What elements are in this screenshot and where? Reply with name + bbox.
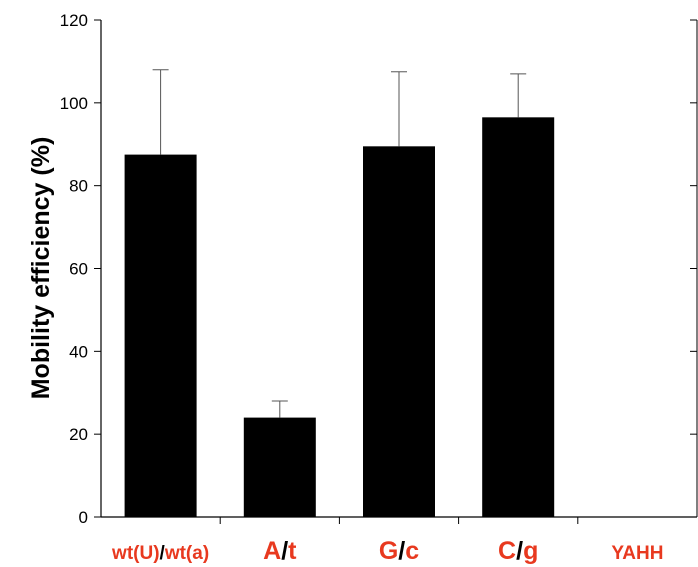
category-label-right: wt(a): [164, 543, 209, 564]
y-tick-label: 120: [60, 11, 88, 30]
x-category-label: G/c: [379, 537, 419, 565]
category-label-right: t: [288, 537, 297, 565]
x-category-label: C/g: [498, 537, 538, 565]
y-tick-label: 80: [69, 177, 88, 196]
bar: [482, 117, 555, 518]
category-label-separator: /: [516, 537, 523, 565]
bar: [363, 146, 435, 517]
y-tick-label: 0: [79, 508, 88, 527]
y-axis-label: Mobility efficiency (%): [27, 137, 55, 400]
category-label-left: A: [263, 537, 281, 565]
category-label-separator: /: [398, 537, 405, 565]
category-label-left: G: [379, 537, 398, 565]
bar: [243, 417, 316, 517]
category-label-right: c: [405, 537, 419, 565]
x-category-label: YAHH: [611, 543, 663, 564]
y-tick-label: 40: [69, 342, 88, 361]
category-label-left: C: [498, 537, 516, 565]
y-tick-label: 20: [69, 425, 88, 444]
bar: [124, 154, 197, 517]
y-tick-label: 60: [69, 260, 88, 279]
x-category-labels: wt(U)/wt(a) A/t G/c C/g YAHH: [111, 537, 663, 565]
category-label-separator: /: [281, 537, 288, 565]
x-category-label: A/t: [263, 537, 297, 565]
category-label-left: wt(U): [111, 543, 159, 564]
y-tick-label: 100: [60, 94, 88, 113]
error-bars: [152, 69, 527, 418]
x-category-label: wt(U)/wt(a): [111, 543, 209, 564]
bars: [124, 117, 555, 518]
category-label-left: YAHH: [611, 543, 663, 564]
category-label-separator: /: [160, 543, 166, 564]
y-ticks: 0 20 40 60 80 100 120: [60, 11, 697, 527]
category-label-right: g: [523, 537, 538, 565]
